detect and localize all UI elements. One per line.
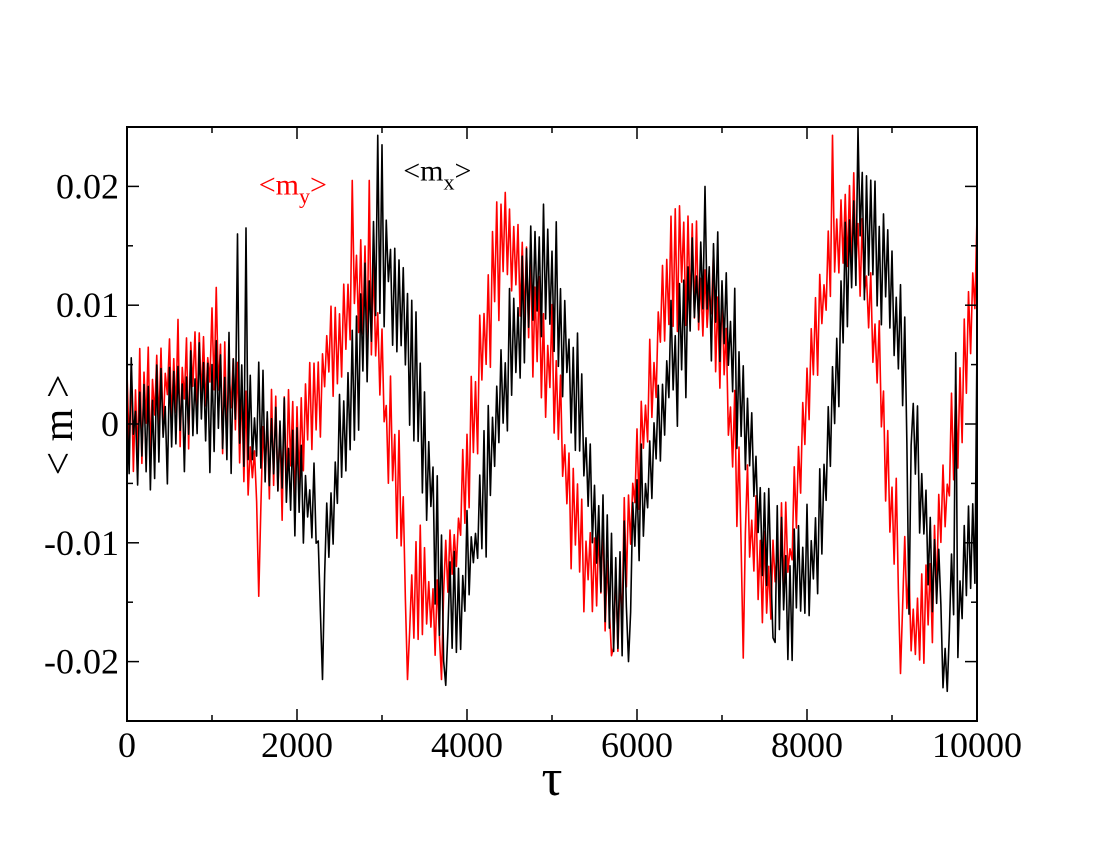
annotation-mx: <mx> [403, 154, 471, 194]
series-line-mx [126, 127, 978, 693]
y-axis-title: < m > [36, 374, 82, 475]
x-tick-label: 10000 [932, 725, 1022, 765]
annotation-mx-tail: > [455, 154, 472, 187]
annotation-my-base: <m [259, 169, 299, 202]
plot-lines [126, 127, 978, 693]
x-axis-title: τ [542, 750, 563, 807]
annotation-my: <my> [259, 169, 327, 209]
y-tick-label: 0 [101, 404, 119, 444]
y-tick-label: -0.01 [44, 523, 119, 563]
x-tick-label: 2000 [261, 725, 333, 765]
x-tick-labels: 0 2000 4000 6000 8000 10000 [118, 725, 1022, 765]
x-tick-label: 8000 [771, 725, 843, 765]
y-tick-label: 0.01 [56, 285, 119, 325]
annotation-my-tail: > [310, 169, 327, 202]
annotation-mx-base: <m [403, 154, 443, 187]
tick-marks [126, 126, 978, 722]
annotation-mx-sub: x [444, 169, 455, 194]
x-tick-label: 0 [118, 725, 136, 765]
x-tick-label: 6000 [601, 725, 673, 765]
y-tick-label: 0.02 [56, 166, 119, 206]
x-tick-label: 4000 [431, 725, 503, 765]
y-tick-labels: -0.02 -0.01 0 0.01 0.02 [44, 166, 119, 681]
series-annotations: <my> <mx> [259, 154, 472, 208]
annotation-my-sub: y [299, 184, 310, 209]
y-tick-label: -0.02 [44, 642, 119, 682]
